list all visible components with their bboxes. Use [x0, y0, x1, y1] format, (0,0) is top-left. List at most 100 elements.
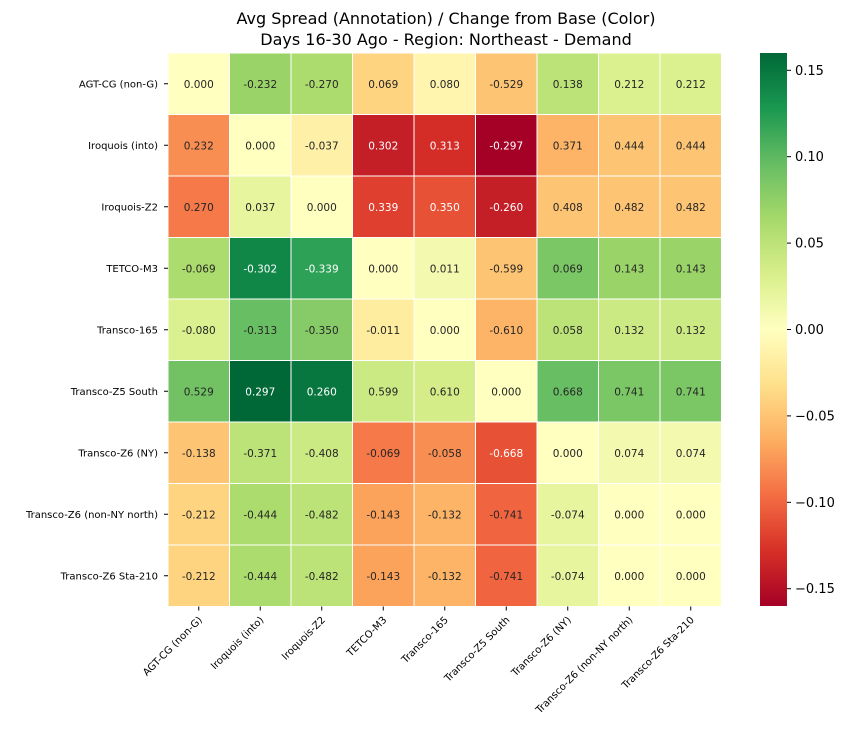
colorbar-tick-label: −0.10 — [795, 496, 835, 511]
cell-annotation: 0.371 — [553, 140, 583, 152]
heatmap-cell — [167, 114, 230, 177]
cell-annotation: -0.080 — [182, 325, 216, 337]
cell-annotation: 0.000 — [676, 571, 706, 583]
colorbar-tick-label: 0.15 — [795, 64, 824, 79]
cell-annotation: 0.741 — [614, 386, 644, 398]
heatmap-cell — [413, 483, 476, 546]
heatmap-cell — [413, 360, 476, 423]
heatmap-cell — [352, 237, 415, 300]
cell-annotation: 0.212 — [614, 79, 644, 91]
row-label: Iroquois (into) — [88, 141, 158, 152]
heatmap-cell — [167, 360, 230, 423]
heatmap-cell — [229, 421, 292, 484]
heatmap-cell — [290, 544, 353, 607]
heatmap-cell — [352, 544, 415, 607]
heatmap-cell — [229, 237, 292, 300]
cell-annotation: 0.408 — [553, 202, 583, 214]
cell-annotation: 0.037 — [245, 202, 275, 214]
cell-annotation: 0.444 — [614, 140, 644, 152]
column-label: TETCO-M3 — [344, 615, 389, 660]
cell-annotation: 0.232 — [184, 140, 214, 152]
cell-annotation: -0.482 — [305, 509, 339, 521]
cell-annotation: 0.069 — [368, 79, 398, 91]
cell-annotation: 0.132 — [676, 325, 706, 337]
column-label: Transco-Z6 (NY) — [509, 615, 574, 680]
cell-annotation: -0.610 — [489, 325, 523, 337]
row-label: Transco-Z5 South — [70, 387, 158, 398]
row-label: Transco-165 — [96, 325, 158, 336]
heatmap-cell — [598, 360, 661, 423]
heatmap-cells: 0.000 -0.232 -0.270 0.069 0.080 -0.529 0.138 0.… — [167, 52, 722, 607]
cell-annotation: -0.408 — [305, 448, 339, 460]
heatmap-cell — [290, 298, 353, 361]
heatmap-cell — [659, 544, 722, 607]
cell-annotation: -0.302 — [243, 263, 277, 275]
heatmap-cell — [659, 483, 722, 546]
heatmap-cell — [290, 360, 353, 423]
cell-annotation: -0.599 — [489, 263, 523, 275]
cell-annotation: 0.058 — [553, 325, 583, 337]
column-labels: AGT-CG (non-G) Iroquois (into) Iroquois-Z2… — [141, 606, 697, 717]
cell-annotation: 0.444 — [676, 140, 706, 152]
cell-annotation: 0.143 — [676, 263, 706, 275]
cell-annotation: 0.000 — [553, 448, 583, 460]
heatmap-cell — [659, 175, 722, 238]
heatmap-cell — [167, 483, 230, 546]
cell-annotation: 0.339 — [368, 202, 398, 214]
cell-annotation: 0.011 — [430, 263, 460, 275]
cell-annotation: 0.000 — [676, 509, 706, 521]
heatmap-cell — [290, 52, 353, 115]
cell-annotation: -0.069 — [366, 448, 400, 460]
cell-annotation: -0.132 — [428, 509, 462, 521]
row-label: Iroquois-Z2 — [101, 202, 158, 213]
heatmap-cell — [167, 175, 230, 238]
column-label: Transco-Z5 South — [442, 615, 512, 685]
cell-annotation: -0.444 — [243, 571, 277, 583]
cell-annotation: -0.212 — [182, 509, 216, 521]
cell-annotation: 0.212 — [676, 79, 706, 91]
cell-annotation: 0.000 — [307, 202, 337, 214]
heatmap-cell — [413, 421, 476, 484]
column-label: Transco-165 — [399, 615, 451, 667]
cell-annotation: 0.000 — [245, 140, 275, 152]
row-label: Transco-Z6 Sta-210 — [60, 571, 158, 582]
colorbar-tick-label: −0.05 — [795, 409, 835, 424]
heatmap-cell — [659, 298, 722, 361]
column-label: Transco-Z6 (non-NY north) — [534, 615, 636, 717]
cell-annotation: -0.668 — [489, 448, 523, 460]
cell-annotation: -0.350 — [305, 325, 339, 337]
column-label: AGT-CG (non-G) — [141, 615, 205, 679]
cell-annotation: -0.074 — [551, 509, 585, 521]
heatmap-cell — [659, 360, 722, 423]
cell-annotation: 0.529 — [184, 386, 214, 398]
heatmap-cell — [413, 175, 476, 238]
heatmap-cell — [229, 175, 292, 238]
cell-annotation: 0.074 — [676, 448, 706, 460]
cell-annotation: 0.074 — [614, 448, 644, 460]
cell-annotation: 0.313 — [430, 140, 460, 152]
cell-annotation: 0.000 — [368, 263, 398, 275]
heatmap-cell — [229, 360, 292, 423]
cell-annotation: -0.444 — [243, 509, 277, 521]
cell-annotation: -0.138 — [182, 448, 216, 460]
heatmap-cell — [598, 114, 661, 177]
cell-annotation: 0.599 — [368, 386, 398, 398]
colorbar-tick-label: 0.05 — [795, 237, 824, 252]
heatmap-cell — [598, 52, 661, 115]
cell-annotation: -0.037 — [305, 140, 339, 152]
heatmap-cell — [413, 114, 476, 177]
heatmap-cell — [167, 544, 230, 607]
column-label: Iroquois (into) — [209, 615, 266, 672]
colorbar-tick-label: 0.00 — [795, 323, 824, 338]
heatmap-cell — [536, 483, 599, 546]
heatmap-cell — [290, 114, 353, 177]
cell-annotation: 0.143 — [614, 263, 644, 275]
heatmap-cell — [352, 298, 415, 361]
colorbar-ticks: 0.15 0.10 0.05 0.00 −0.05 −0.10 −0.15 — [787, 64, 835, 597]
heatmap-cell — [536, 114, 599, 177]
cell-annotation: -0.297 — [489, 140, 523, 152]
cell-annotation: -0.270 — [305, 79, 339, 91]
cell-annotation: 0.138 — [553, 79, 583, 91]
heatmap-cell — [475, 52, 538, 115]
